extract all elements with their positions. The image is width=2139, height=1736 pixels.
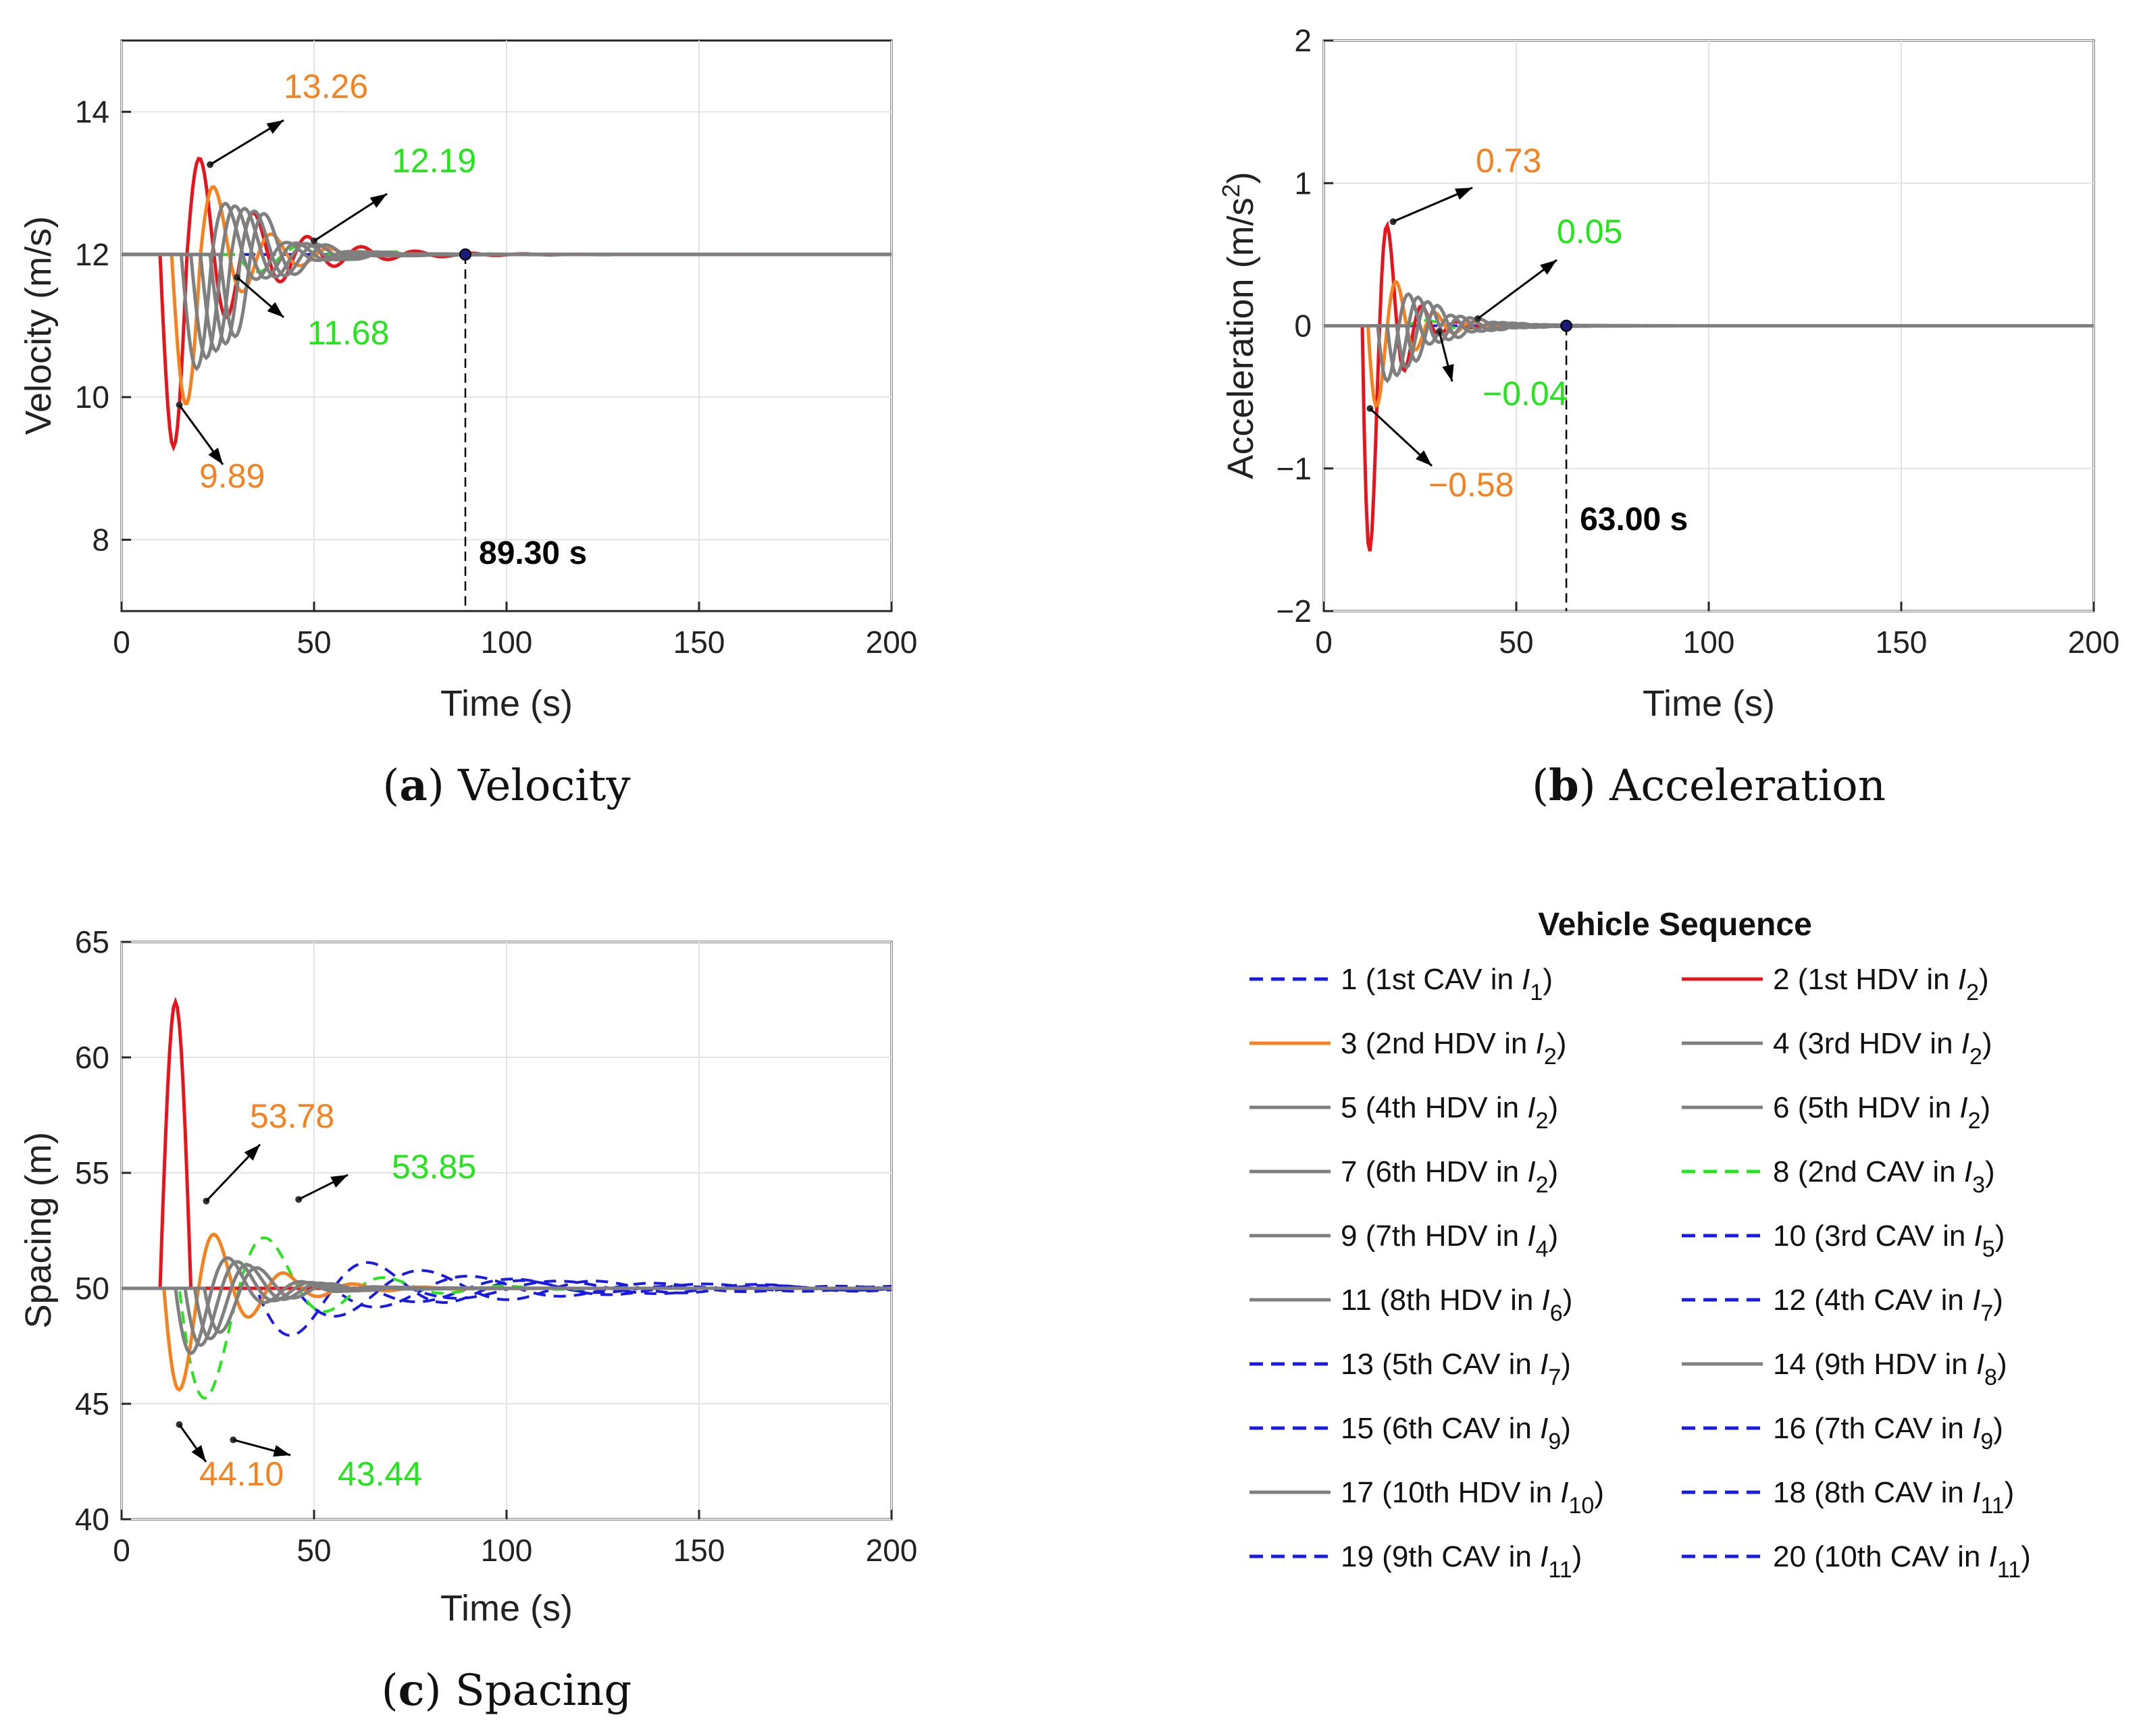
legend-item: 14 (9th HDV in I8) (1773, 1348, 2007, 1390)
legend-title: Vehicle Sequence (1538, 907, 1812, 943)
x-tick-label: 0 (113, 1533, 130, 1568)
settle-point (1560, 319, 1573, 332)
legend-item: 16 (7th CAV in I9) (1773, 1412, 2003, 1454)
y-tick-label: 8 (92, 522, 109, 557)
y-tick-label: 45 (75, 1386, 109, 1421)
annotation-arrowhead (1540, 260, 1557, 275)
acceleration-caption: (b) Acceleration (1532, 760, 1886, 811)
annotation-label: 9.89 (199, 457, 265, 495)
annotation-label: 53.78 (250, 1097, 334, 1135)
legend: Vehicle Sequence 1 (1st CAV in I1) 2 (1st… (1249, 907, 2031, 1583)
y-tick-label: −2 (1277, 594, 1312, 629)
y-tick-label: 10 (75, 379, 109, 415)
legend-item: 12 (4th CAV in I7) (1773, 1284, 2003, 1326)
annotation-label: 13.26 (284, 68, 368, 105)
annotation-arrowhead (267, 302, 284, 317)
acceleration-panel: 0 50 100 150 200 −2 −1 0 1 2 0.73 −0.58 0.05 −0.04 63… (1217, 23, 2119, 811)
x-tick-label: 100 (481, 1533, 533, 1568)
annotation-arrowhead (266, 120, 284, 134)
spacing-xlabel: Time (s) (440, 1588, 573, 1629)
y-tick-label: −1 (1277, 451, 1312, 486)
series-gray5 (122, 211, 892, 339)
legend-item: 11 (8th HDV in I6) (1341, 1284, 1572, 1326)
y-tick-label: 65 (75, 924, 109, 959)
legend-item: 4 (3rd HDV in I2) (1773, 1027, 1992, 1070)
settle-time-label: 89.30 s (479, 535, 587, 571)
settle-time-label: 63.00 s (1580, 502, 1688, 537)
annotation-arrowhead (208, 448, 223, 465)
annotation-label: 12.19 (392, 142, 476, 180)
series-gray4 (1324, 303, 2094, 363)
legend-item: 2 (1st HDV in I2) (1773, 963, 1989, 1005)
legend-item: 20 (10th CAV in I11) (1773, 1540, 2031, 1583)
settle-point (459, 248, 472, 261)
velocity-ylabel: Velocity (m/s) (18, 216, 59, 435)
legend-item: 3 (2nd HDV in I2) (1341, 1027, 1566, 1070)
annotation-label: 53.85 (392, 1148, 476, 1186)
legend-item: 18 (8th CAV in I11) (1773, 1476, 2014, 1519)
y-tick-label: 14 (75, 95, 109, 130)
annotation-label: −0.04 (1483, 375, 1568, 413)
x-tick-label: 100 (481, 625, 533, 660)
series-gray4 (122, 1266, 892, 1334)
legend-item: 19 (9th CAV in I11) (1341, 1540, 1582, 1583)
annotation-arrowhead (1455, 188, 1472, 200)
annotation-arrowhead (244, 1145, 260, 1161)
legend-item: 1 (1st CAV in I1) (1341, 963, 1553, 1005)
x-tick-label: 50 (297, 1533, 331, 1568)
acceleration-xlabel: Time (s) (1643, 683, 1775, 724)
legend-item: 17 (10th HDV in I10) (1341, 1476, 1604, 1519)
velocity-panel: 0 50 100 150 200 8 10 12 14 13.26 9.89 12.19 11.68 8… (18, 39, 918, 811)
annotation-arrowhead (191, 1444, 206, 1462)
x-tick-label: 200 (2068, 625, 2120, 660)
annotation-arrowhead (330, 1175, 348, 1188)
y-tick-label: 2 (1294, 23, 1312, 58)
y-tick-label: 40 (75, 1502, 109, 1537)
acceleration-ylabel: Acceleration (m/s2) (1217, 172, 1261, 479)
annotation-arrowhead (273, 1445, 290, 1457)
y-tick-label: 1 (1294, 165, 1312, 201)
legend-item: 7 (6th HDV in I2) (1341, 1155, 1558, 1198)
annotation-label: 0.05 (1557, 213, 1622, 251)
legend-item: 10 (3rd CAV in I5) (1773, 1219, 2005, 1262)
x-tick-label: 50 (297, 625, 331, 660)
legend-item: 6 (5th HDV in I2) (1773, 1091, 1990, 1134)
legend-item: 5 (4th HDV in I2) (1341, 1091, 1558, 1134)
y-tick-label: 12 (75, 237, 109, 272)
x-tick-label: 200 (866, 625, 918, 660)
legend-item: 15 (6th CAV in I9) (1341, 1412, 1571, 1454)
legend-item: 9 (7th HDV in I4) (1341, 1219, 1558, 1262)
y-tick-label: 0 (1294, 309, 1312, 344)
y-tick-label: 50 (75, 1271, 109, 1306)
x-tick-label: 200 (866, 1533, 918, 1568)
x-tick-label: 150 (1876, 625, 1928, 660)
spacing-caption: (c) Spacing (382, 1665, 632, 1716)
x-tick-label: 150 (673, 625, 725, 660)
x-tick-label: 0 (1315, 625, 1333, 660)
annotation-label: 44.10 (199, 1455, 284, 1493)
annotation-label: −0.58 (1428, 466, 1514, 504)
velocity-xlabel: Time (s) (440, 683, 573, 724)
y-tick-label: 60 (75, 1040, 109, 1075)
annotation-label: 43.44 (338, 1455, 422, 1493)
annotation-arrowhead (1442, 364, 1454, 382)
spacing-panel: 0 50 100 150 200 40 45 50 55 60 65 53.78 44.10 53.85… (18, 924, 917, 1716)
y-tick-label: 55 (75, 1155, 109, 1190)
annotation-arrowhead (1416, 450, 1432, 466)
annotation-label: 11.68 (307, 314, 389, 352)
legend-item: 13 (5th CAV in I7) (1341, 1348, 1571, 1390)
x-tick-label: 50 (1499, 625, 1533, 660)
x-tick-label: 100 (1683, 625, 1735, 660)
spacing-ylabel: Spacing (m) (18, 1132, 59, 1328)
x-tick-label: 150 (673, 1533, 725, 1568)
x-tick-label: 0 (113, 625, 130, 660)
annotation-label: 0.73 (1476, 142, 1541, 180)
annotation-arrowhead (369, 194, 387, 208)
velocity-caption: (a) Velocity (382, 760, 630, 811)
legend-item: 8 (2nd CAV in I3) (1773, 1155, 1995, 1198)
